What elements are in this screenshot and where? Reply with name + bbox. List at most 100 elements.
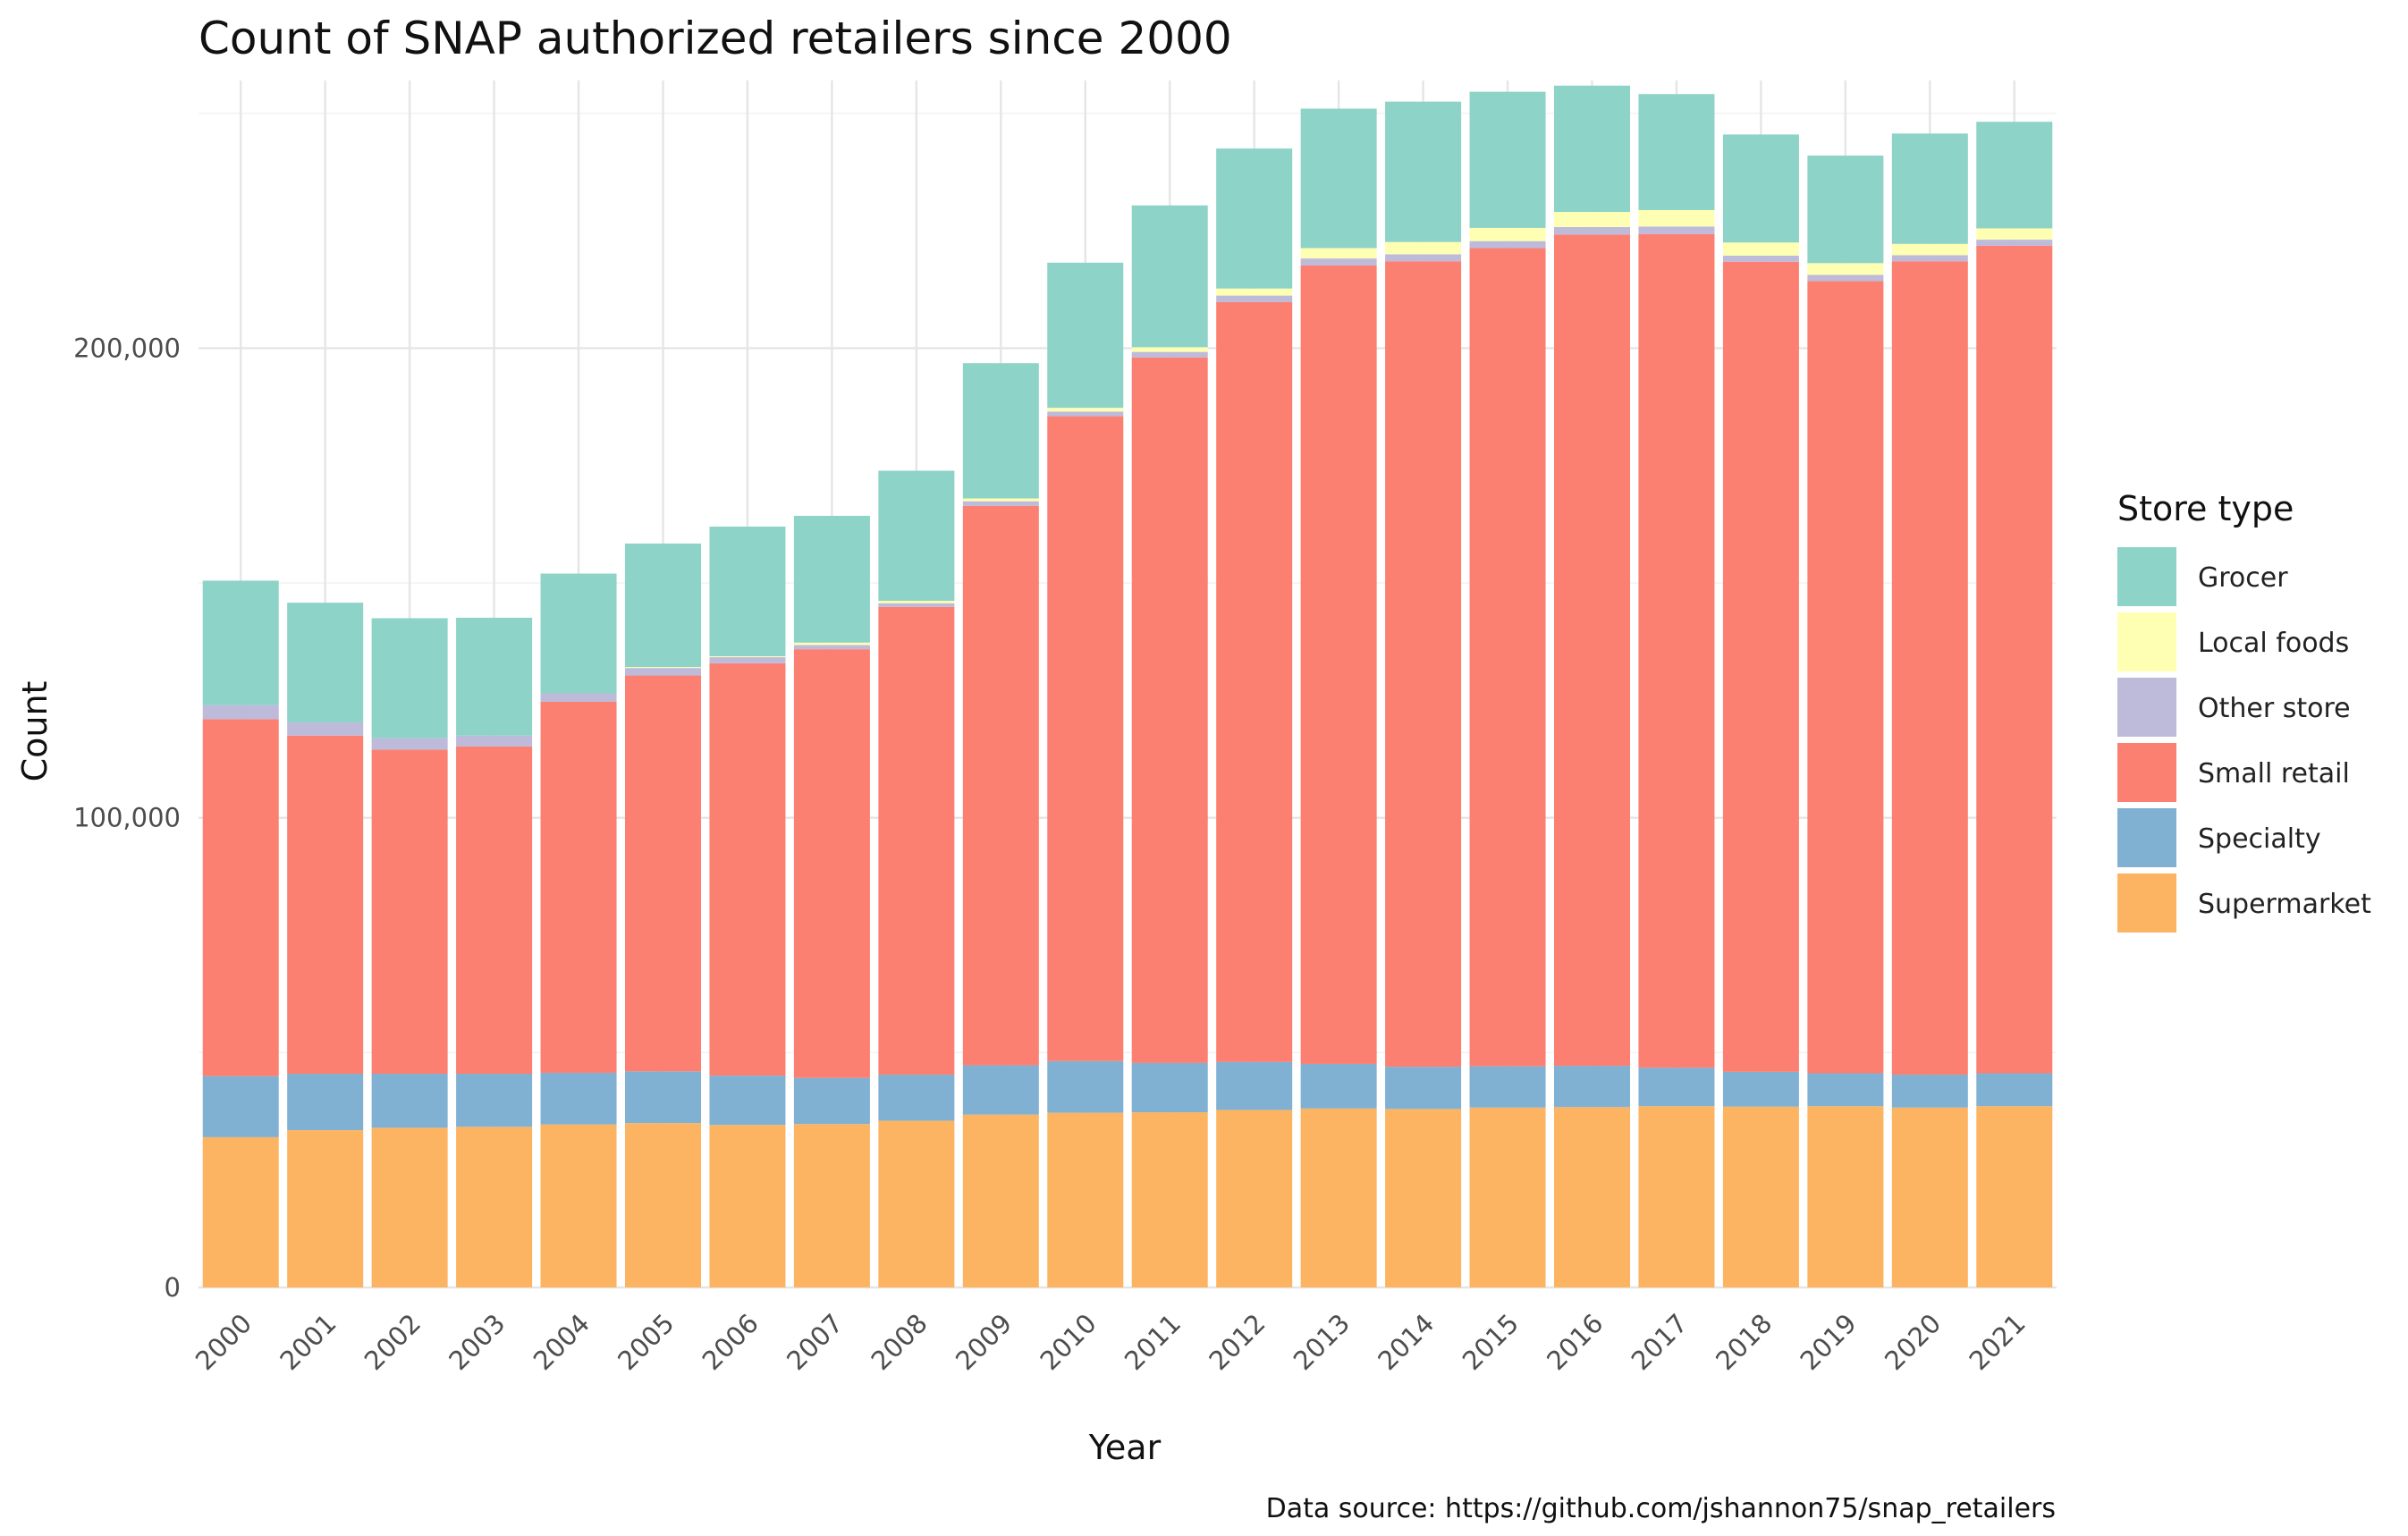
bar-segment-small-retail-2008 xyxy=(878,606,955,1076)
bar-segment-other-store-2015 xyxy=(1469,241,1546,249)
x-tick-label: 2003 xyxy=(443,1308,511,1376)
bar-segment-small-retail-2005 xyxy=(624,675,702,1072)
bar-segment-small-retail-2010 xyxy=(1047,416,1124,1061)
bar-segment-grocer-2012 xyxy=(1216,148,1293,289)
legend-label-small-retail: Small retail xyxy=(2198,758,2350,789)
legend-swatch-local-foods xyxy=(2117,612,2176,671)
bar-segment-small-retail-2016 xyxy=(1553,234,1631,1067)
bar-segment-local-foods-2010 xyxy=(1047,408,1124,412)
bar-segment-supermarket-2003 xyxy=(456,1127,533,1287)
bar-segment-grocer-2006 xyxy=(709,527,786,657)
bar-segment-other-store-2007 xyxy=(793,645,870,650)
bar-segment-grocer-2000 xyxy=(202,580,279,705)
x-tick-label: 2001 xyxy=(274,1308,342,1376)
bar-segment-other-store-2014 xyxy=(1385,254,1462,262)
bar-segment-specialty-2009 xyxy=(962,1065,1039,1115)
bar-segment-local-foods-2006 xyxy=(709,656,786,658)
bar-segment-specialty-2006 xyxy=(709,1076,786,1126)
bar-segment-small-retail-2007 xyxy=(793,649,870,1078)
bar-segment-other-store-2008 xyxy=(878,603,955,607)
x-tick-label: 2002 xyxy=(359,1308,427,1376)
bar-segment-supermarket-2001 xyxy=(287,1130,364,1287)
bar-segment-specialty-2021 xyxy=(1976,1073,2053,1107)
bar-segment-local-foods-2017 xyxy=(1638,209,1715,227)
bar-segment-small-retail-2006 xyxy=(709,663,786,1076)
bar-segment-grocer-2017 xyxy=(1638,94,1715,210)
bar-segment-supermarket-2007 xyxy=(793,1124,870,1287)
bar-segment-other-store-2001 xyxy=(287,722,364,736)
bars xyxy=(202,85,2053,1287)
bar-segment-grocer-2013 xyxy=(1300,108,1377,249)
x-tick-label: 2012 xyxy=(1203,1308,1271,1376)
legend-swatch-other-store xyxy=(2117,678,2176,737)
bar-segment-grocer-2008 xyxy=(878,470,955,602)
bar-segment-other-store-2003 xyxy=(456,735,533,747)
bar-segment-small-retail-2012 xyxy=(1216,301,1293,1062)
legend-label-local-foods: Local foods xyxy=(2198,628,2349,659)
x-tick-label: 2014 xyxy=(1372,1308,1440,1376)
bar-segment-other-store-2009 xyxy=(962,501,1039,506)
x-tick-label: 2015 xyxy=(1457,1308,1525,1376)
bar-segment-small-retail-2000 xyxy=(202,719,279,1076)
bar-segment-supermarket-2016 xyxy=(1553,1107,1631,1287)
legend: Store type Grocer Local foods Other store S… xyxy=(2117,489,2371,933)
bar-segment-small-retail-2014 xyxy=(1385,261,1462,1068)
bar-segment-grocer-2011 xyxy=(1131,205,1208,348)
caption: Data source: https://github.com/jshannon… xyxy=(1266,1493,2056,1524)
x-tick-label: 2013 xyxy=(1288,1308,1356,1376)
x-tick-label: 2010 xyxy=(1034,1308,1102,1376)
bar-segment-other-store-2020 xyxy=(1891,255,1968,262)
bar-segment-other-store-2017 xyxy=(1638,226,1715,234)
bar-segment-supermarket-2000 xyxy=(202,1136,279,1287)
bar-segment-supermarket-2019 xyxy=(1807,1106,1884,1287)
x-tick-label: 2011 xyxy=(1119,1308,1187,1376)
x-axis-title: Year xyxy=(1088,1428,1162,1467)
bar-segment-grocer-2003 xyxy=(456,617,533,736)
bar-segment-specialty-2012 xyxy=(1216,1061,1293,1110)
bar-segment-specialty-2011 xyxy=(1131,1062,1208,1113)
bar-segment-small-retail-2018 xyxy=(1722,261,1799,1072)
bar-segment-grocer-2015 xyxy=(1469,91,1546,228)
bar-segment-supermarket-2006 xyxy=(709,1125,786,1287)
bar-segment-supermarket-2018 xyxy=(1722,1106,1799,1287)
legend-swatch-supermarket xyxy=(2117,873,2176,933)
x-tick-label: 2004 xyxy=(528,1308,596,1376)
bar-segment-grocer-2020 xyxy=(1891,133,1968,244)
legend-swatch-grocer xyxy=(2117,547,2176,606)
x-axis-ticks: 2000 2001 2002 2003 2004 2005 2006 2007 2008 2009… xyxy=(190,1308,2032,1376)
bar-segment-specialty-2004 xyxy=(540,1072,617,1125)
bar-segment-other-store-2005 xyxy=(624,668,702,676)
x-tick-label: 2019 xyxy=(1795,1308,1863,1376)
bar-segment-small-retail-2017 xyxy=(1638,233,1715,1068)
bar-segment-small-retail-2021 xyxy=(1976,245,2053,1074)
bar-segment-local-foods-2005 xyxy=(624,667,702,669)
bar-segment-local-foods-2013 xyxy=(1300,248,1377,259)
bar-segment-supermarket-2013 xyxy=(1300,1108,1377,1287)
bar-segment-supermarket-2014 xyxy=(1385,1109,1462,1287)
bar-segment-supermarket-2010 xyxy=(1047,1112,1124,1287)
legend-label-specialty: Specialty xyxy=(2198,823,2321,855)
bar-segment-grocer-2019 xyxy=(1807,156,1884,264)
bar-segment-specialty-2019 xyxy=(1807,1073,1884,1107)
bar-segment-specialty-2000 xyxy=(202,1076,279,1137)
bar-segment-supermarket-2021 xyxy=(1976,1106,2053,1287)
bar-segment-local-foods-2007 xyxy=(793,642,870,646)
bar-segment-specialty-2014 xyxy=(1385,1067,1462,1110)
bar-segment-specialty-2007 xyxy=(793,1077,870,1125)
bar-segment-specialty-2008 xyxy=(878,1075,955,1121)
x-tick-label: 2005 xyxy=(612,1308,680,1376)
bar-segment-grocer-2004 xyxy=(540,573,617,694)
bar-segment-small-retail-2015 xyxy=(1469,248,1546,1067)
x-tick-label: 2000 xyxy=(190,1308,258,1376)
bar-segment-local-foods-2019 xyxy=(1807,263,1884,275)
bar-segment-supermarket-2011 xyxy=(1131,1112,1208,1287)
bar-segment-supermarket-2017 xyxy=(1638,1106,1715,1287)
bar-segment-grocer-2016 xyxy=(1553,85,1631,213)
bar-segment-small-retail-2002 xyxy=(371,749,448,1074)
bar-segment-specialty-2015 xyxy=(1469,1066,1546,1108)
bar-segment-grocer-2010 xyxy=(1047,262,1124,409)
bar-segment-other-store-2011 xyxy=(1131,351,1208,358)
bar-segment-grocer-2005 xyxy=(624,543,702,668)
bar-segment-small-retail-2011 xyxy=(1131,357,1208,1063)
